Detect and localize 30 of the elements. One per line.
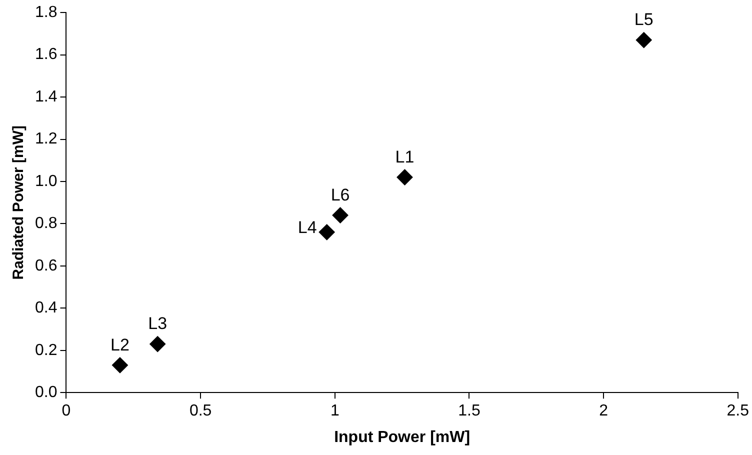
y-tick-label: 0.8 <box>34 215 58 232</box>
x-axis-title: Input Power [mW] <box>334 428 470 446</box>
y-tick-label: 1.4 <box>34 88 58 106</box>
y-tick-label: 0.2 <box>34 342 58 359</box>
y-tick-label: 1.6 <box>34 46 58 64</box>
x-tick-label: 1 <box>330 402 340 420</box>
annotation: L4 <box>298 218 317 237</box>
x-tick-label: 1.5 <box>458 402 480 420</box>
annotation: L1 <box>395 147 414 166</box>
x-tick-label: 2.5 <box>726 402 750 420</box>
x-tick-label: 2 <box>599 402 608 420</box>
y-tick-label: 1.2 <box>34 130 58 148</box>
point <box>636 32 652 48</box>
x-tick-label: 0 <box>62 402 71 420</box>
point <box>318 224 335 240</box>
y-tick-label: 0.4 <box>34 300 58 317</box>
annotation: L3 <box>148 314 168 334</box>
y-tick-label: 0.6 <box>34 257 58 274</box>
point <box>396 169 413 186</box>
annotation: L5 <box>634 10 654 30</box>
y-axis-title: Radiated Power [mW] <box>10 126 28 280</box>
point <box>332 207 348 224</box>
point <box>150 336 166 352</box>
annotation: L6 <box>330 185 350 204</box>
y-tick-label: 0.0 <box>34 384 58 402</box>
y-tick-label: 1.0 <box>34 172 58 190</box>
x-tick-label: 0.5 <box>189 402 212 420</box>
annotation: L2 <box>110 335 130 354</box>
point <box>112 357 128 374</box>
y-tick-label: 1.8 <box>34 4 58 22</box>
